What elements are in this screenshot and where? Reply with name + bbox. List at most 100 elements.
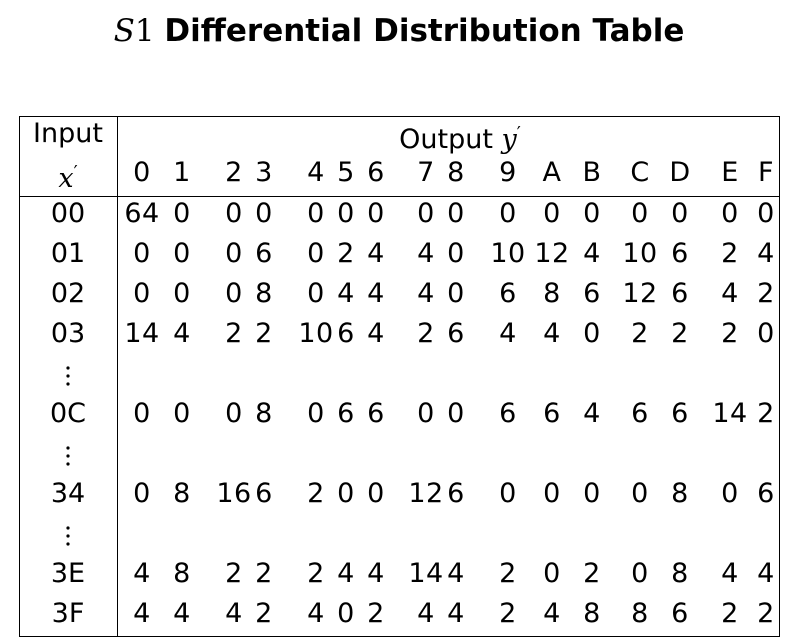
column-header-e: E <box>721 157 739 188</box>
table-cell: 0 <box>499 198 517 229</box>
table-cell: 6 <box>255 478 273 509</box>
table-cell: 8 <box>543 278 561 309</box>
row-label-00: 00 <box>50 198 86 229</box>
output-variable: y <box>501 124 517 155</box>
table-cell: 4 <box>173 318 191 349</box>
table-cell: 8 <box>255 398 273 429</box>
table-cell: 6 <box>337 318 355 349</box>
table-cell: 0 <box>543 198 561 229</box>
table-cell: 0 <box>631 558 649 589</box>
table-cell: 4 <box>367 558 385 589</box>
table-cell: 2 <box>307 478 325 509</box>
table-cell: 4 <box>337 278 355 309</box>
table-cell: 2 <box>499 558 517 589</box>
table-header-divider <box>19 196 780 197</box>
table-cell: 2 <box>225 318 243 349</box>
table-cell: 0 <box>447 398 465 429</box>
table-cell: 0 <box>583 318 601 349</box>
vertical-ellipsis-icon <box>66 526 70 546</box>
table-cell: 14 <box>408 558 444 589</box>
row-label-03: 03 <box>50 318 86 349</box>
table-cell: 0 <box>631 478 649 509</box>
table-cell: 0 <box>337 478 355 509</box>
table-cell: 2 <box>337 238 355 269</box>
table-cell: 6 <box>671 238 689 269</box>
column-header-4: 4 <box>307 157 325 188</box>
table-cell: 0 <box>307 238 325 269</box>
table-cell: 2 <box>583 558 601 589</box>
table-cell: 12 <box>408 478 444 509</box>
table-cell: 6 <box>499 398 517 429</box>
table-cell: 0 <box>499 478 517 509</box>
table-cell: 4 <box>757 238 775 269</box>
table-cell: 4 <box>583 238 601 269</box>
table-cell: 10 <box>490 238 526 269</box>
row-label-0c: 0C <box>49 398 87 429</box>
table-cell: 6 <box>499 278 517 309</box>
table-cell: 4 <box>133 558 151 589</box>
input-header-label: Input <box>33 118 103 149</box>
table-cell: 0 <box>337 598 355 629</box>
table-cell: 4 <box>307 598 325 629</box>
table-cell: 4 <box>721 558 739 589</box>
vertical-ellipsis-icon <box>66 446 70 466</box>
table-cell: 2 <box>367 598 385 629</box>
table-cell: 2 <box>671 318 689 349</box>
title-sbox-number: 1 <box>134 13 155 49</box>
column-header-5: 5 <box>337 157 355 188</box>
table-cell: 6 <box>447 478 465 509</box>
table-cell: 0 <box>133 478 151 509</box>
page-title: S1 Differential Distribution Table <box>0 4 798 58</box>
table-cell: 0 <box>367 478 385 509</box>
column-header-b: B <box>582 157 602 188</box>
table-cell: 0 <box>447 238 465 269</box>
table-cell: 4 <box>499 318 517 349</box>
table-cell: 0 <box>133 278 151 309</box>
table-cell: 2 <box>225 558 243 589</box>
table-cell: 0 <box>133 398 151 429</box>
table-cell: 2 <box>255 558 273 589</box>
row-label-3f: 3F <box>51 598 85 629</box>
table-cell: 4 <box>721 278 739 309</box>
table-cell: 12 <box>534 238 570 269</box>
table-cell: 0 <box>255 198 273 229</box>
table-cell: 0 <box>721 198 739 229</box>
table-cell: 4 <box>447 598 465 629</box>
table-cell: 2 <box>757 598 775 629</box>
table-cell: 0 <box>307 278 325 309</box>
column-header-9: 9 <box>499 157 517 188</box>
table-cell: 4 <box>757 558 775 589</box>
column-header-c: C <box>630 157 650 188</box>
table-cell: 6 <box>671 398 689 429</box>
title-sbox-letter: S <box>113 13 135 49</box>
table-cell: 6 <box>543 398 561 429</box>
table-cell: 64 <box>124 198 160 229</box>
table-cell: 2 <box>631 318 649 349</box>
table-cell: 6 <box>671 598 689 629</box>
table-cell: 0 <box>307 398 325 429</box>
input-header-variable: x′ <box>19 156 117 194</box>
table-cell: 4 <box>337 558 355 589</box>
table-cell: 0 <box>225 238 243 269</box>
table-cell: 0 <box>173 238 191 269</box>
table-cell: 2 <box>757 278 775 309</box>
table-cell: 4 <box>367 278 385 309</box>
vertical-ellipsis-icon <box>66 366 70 386</box>
table-cell: 10 <box>298 318 334 349</box>
table-cell: 10 <box>622 238 658 269</box>
table-cell: 0 <box>447 198 465 229</box>
column-header-3: 3 <box>255 157 273 188</box>
table-cell: 2 <box>417 318 435 349</box>
table-cell: 0 <box>337 198 355 229</box>
table-cell: 0 <box>173 398 191 429</box>
table-cell: 4 <box>367 318 385 349</box>
output-variable-prime: ′ <box>516 123 521 144</box>
table-cell: 4 <box>447 558 465 589</box>
table-cell: 6 <box>447 318 465 349</box>
table-cell: 0 <box>543 478 561 509</box>
table-cell: 2 <box>307 558 325 589</box>
table-cell: 0 <box>583 198 601 229</box>
table-cell: 6 <box>337 398 355 429</box>
table-cell: 0 <box>721 478 739 509</box>
table-cell: 8 <box>255 278 273 309</box>
